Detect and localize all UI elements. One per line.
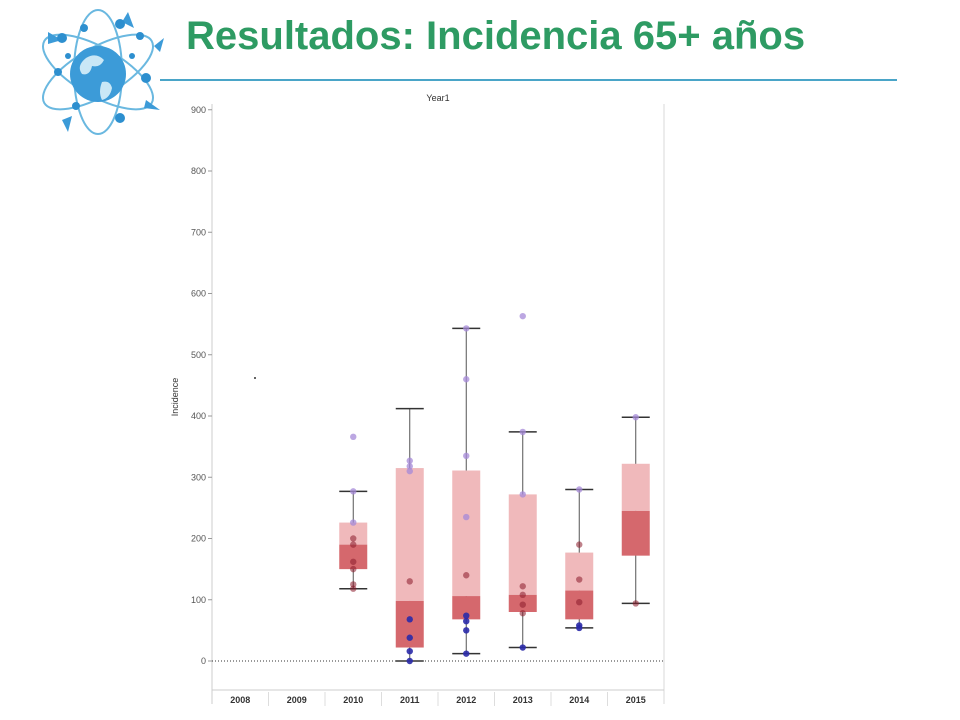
- data-point: [350, 519, 357, 526]
- data-point: [519, 601, 526, 608]
- data-point: [350, 565, 357, 573]
- chart-title: Year1: [426, 93, 449, 103]
- y-axis-ticks: 0 100 200 300 400 500 600 700 800 900: [191, 105, 212, 666]
- data-point: [463, 627, 470, 634]
- data-point: [576, 599, 583, 606]
- data-point: [350, 581, 357, 588]
- y-tick-label: 300: [191, 472, 206, 482]
- box-upper-quartile: [339, 522, 368, 545]
- y-tick-label: 200: [191, 534, 206, 544]
- data-point: [576, 541, 583, 548]
- y-tick-label: 800: [191, 166, 206, 176]
- data-point: [519, 491, 526, 498]
- data-point: [463, 376, 470, 383]
- x-category-label: 2014: [569, 695, 589, 705]
- data-point: [463, 325, 470, 332]
- data-point: [350, 488, 357, 495]
- data-point: [350, 433, 357, 441]
- box-upper-quartile: [621, 463, 650, 511]
- data-point: [406, 648, 413, 655]
- y-tick-label: 600: [191, 289, 206, 299]
- data-point: [463, 617, 470, 625]
- data-point: [519, 428, 526, 436]
- y-tick-label: 500: [191, 350, 206, 360]
- box-upper-quartile: [565, 552, 594, 591]
- data-point: [463, 572, 470, 579]
- y-tick-label: 900: [191, 105, 206, 115]
- data-point: [406, 463, 413, 470]
- data-point: [406, 634, 413, 641]
- y-tick-label: 700: [191, 227, 206, 237]
- y-tick-label: 0: [201, 656, 206, 666]
- stray-dot: [254, 377, 256, 379]
- slide-title: Resultados: Incidencia 65+ años: [186, 14, 806, 58]
- data-point: [350, 535, 357, 542]
- x-axis-labels: 2008 2009 2010 2011 2012 2013 2014 2015: [230, 692, 646, 706]
- data-point: [632, 600, 639, 607]
- y-axis-title: Incidence: [170, 378, 180, 417]
- x-category-label: 2015: [626, 695, 646, 705]
- data-point: [519, 312, 526, 320]
- plot-area-frame: [211, 104, 665, 704]
- box-layer: [339, 327, 650, 662]
- data-point: [463, 513, 470, 521]
- data-point: [576, 622, 583, 629]
- title-divider: [160, 79, 897, 81]
- x-category-label: 2008: [230, 695, 250, 705]
- data-point: [519, 644, 526, 651]
- x-category-label: 2009: [287, 695, 307, 705]
- data-point: [406, 657, 413, 665]
- data-point: [463, 650, 470, 657]
- box-lower-quartile: [452, 596, 481, 620]
- box-upper-quartile: [508, 494, 537, 595]
- data-point: [519, 583, 526, 590]
- data-point: [576, 576, 583, 583]
- x-category-label: 2013: [513, 695, 533, 705]
- data-point: [350, 558, 357, 565]
- y-tick-label: 100: [191, 595, 206, 605]
- data-point: [632, 414, 639, 421]
- data-point: [463, 452, 470, 460]
- data-point: [350, 541, 357, 548]
- data-point: [519, 610, 526, 617]
- data-point: [406, 457, 413, 464]
- data-point: [576, 486, 583, 493]
- box-lower-quartile: [621, 510, 650, 556]
- globe-atom-icon: [28, 2, 168, 142]
- x-category-label: 2011: [400, 695, 420, 705]
- box-lower-quartile: [339, 544, 368, 570]
- data-point: [406, 467, 413, 475]
- data-point: [519, 591, 526, 599]
- data-point: [463, 612, 470, 619]
- x-category-label: 2010: [343, 695, 363, 705]
- x-category-label: 2012: [456, 695, 476, 705]
- y-tick-label: 400: [191, 411, 206, 421]
- data-point: [406, 578, 413, 585]
- data-point: [406, 616, 413, 623]
- point-layer: [350, 312, 639, 665]
